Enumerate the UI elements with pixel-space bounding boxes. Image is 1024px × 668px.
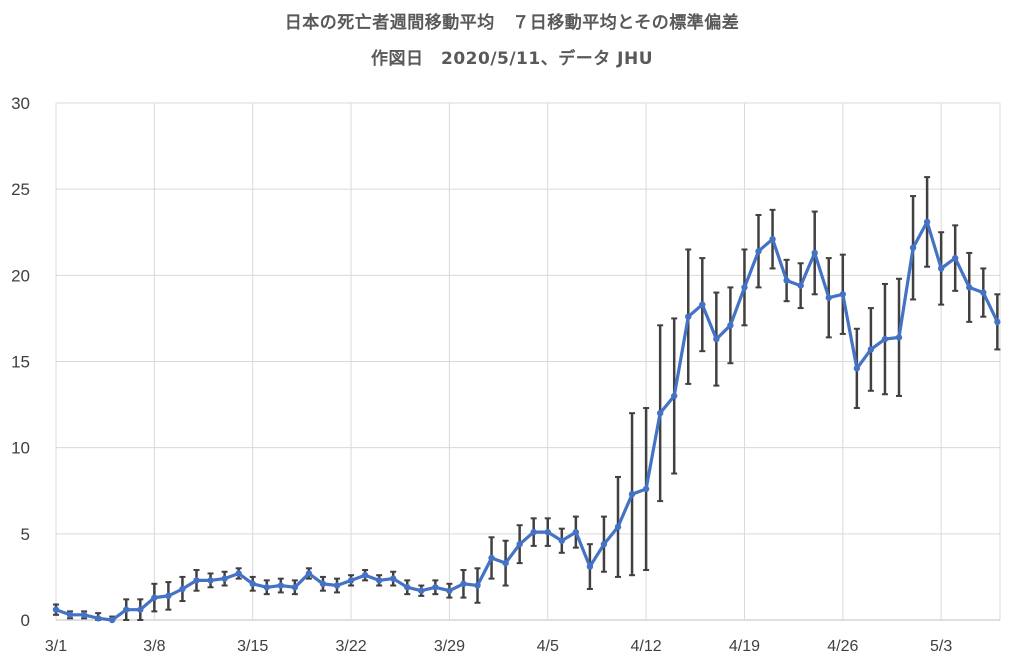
data-point (881, 335, 889, 343)
data-point (488, 554, 495, 562)
data-point (80, 611, 88, 619)
data-point (52, 606, 60, 613)
data-point (347, 577, 355, 584)
data-point (614, 523, 622, 531)
data-point (305, 570, 313, 577)
data-point (713, 335, 720, 343)
series-line (54, 220, 1000, 622)
data-point (418, 587, 425, 594)
data-point (66, 611, 74, 619)
data-point (839, 291, 846, 298)
data-point (783, 277, 790, 284)
data-point (333, 582, 341, 589)
data-point (937, 265, 945, 272)
data-point (628, 490, 636, 498)
data-point (853, 365, 861, 372)
data-point (895, 334, 903, 341)
x-tick-label: 3/29 (434, 638, 465, 655)
data-point (502, 559, 509, 567)
data-point (221, 575, 228, 582)
data-point (516, 540, 523, 548)
y-tick-label: 15 (11, 353, 30, 372)
data-point (291, 584, 299, 591)
data-point (797, 282, 804, 289)
data-point (193, 577, 200, 584)
data-point (727, 322, 734, 329)
data-point (952, 254, 959, 262)
data-point (319, 580, 327, 588)
data-point (137, 606, 144, 613)
data-point (235, 570, 242, 577)
data-point (432, 584, 439, 591)
data-point (966, 284, 973, 291)
data-point (123, 606, 130, 613)
data-point (375, 577, 383, 584)
data-point (811, 249, 818, 257)
chart-title: 日本の死亡者週間移動平均 ７日移動平均とその標準偏差 (284, 13, 740, 33)
data-point (994, 318, 1001, 326)
x-tick-label: 5/3 (930, 638, 952, 655)
x-tick-label: 3/1 (45, 638, 67, 655)
data-point (769, 235, 776, 243)
data-point (572, 528, 580, 536)
data-point (151, 594, 158, 601)
data-point (446, 587, 453, 594)
y-tick-label: 10 (11, 439, 30, 458)
data-point (474, 582, 481, 589)
data-point (656, 410, 664, 417)
data-point (179, 585, 186, 593)
data-point (94, 615, 102, 622)
data-point (544, 528, 551, 536)
grid (55, 102, 1001, 621)
error-bars (53, 176, 1001, 621)
y-tick-label: 25 (11, 180, 30, 199)
data-point (980, 289, 987, 296)
x-axis-ticks: 3/1 3/8 3/15 3/22 3/29 4/5 4/12 4/19 4/26 5/3 (45, 638, 952, 655)
data-point (165, 592, 172, 600)
x-tick-label: 3/15 (237, 638, 268, 655)
y-tick-label: 20 (11, 266, 30, 285)
data-point (263, 584, 270, 591)
x-tick-label: 4/19 (729, 638, 760, 655)
data-point (671, 392, 678, 400)
data-point (460, 580, 467, 588)
data-point (404, 584, 411, 591)
data-points (52, 218, 1001, 624)
y-tick-label: 30 (11, 94, 30, 113)
x-tick-label: 4/26 (827, 638, 858, 655)
data-point (277, 582, 284, 589)
data-point (249, 580, 256, 588)
y-tick-label: 5 (21, 525, 30, 544)
x-tick-label: 4/5 (537, 638, 559, 655)
y-tick-label: 0 (21, 611, 30, 630)
y-axis-ticks: 0 5 10 15 20 25 30 (11, 94, 30, 630)
chart-subtitle: 作図日 2020/5/11、データ JHU (371, 49, 653, 69)
data-point (109, 616, 116, 624)
x-tick-label: 4/12 (631, 638, 662, 655)
data-point (923, 218, 931, 226)
data-point (600, 540, 608, 548)
data-point (642, 485, 650, 493)
x-tick-label: 3/22 (335, 638, 366, 655)
data-point (825, 294, 832, 301)
data-point (867, 346, 875, 353)
series-line-group (54, 220, 1000, 622)
data-point (207, 577, 214, 584)
data-point (755, 248, 762, 255)
data-point (699, 301, 706, 308)
data-point (530, 528, 537, 536)
data-point (558, 537, 565, 544)
data-point (685, 313, 692, 320)
data-point (361, 571, 369, 579)
x-tick-label: 3/8 (143, 638, 165, 655)
data-point (586, 563, 594, 570)
data-point (909, 244, 917, 251)
data-point (390, 575, 397, 582)
data-point (741, 284, 748, 291)
